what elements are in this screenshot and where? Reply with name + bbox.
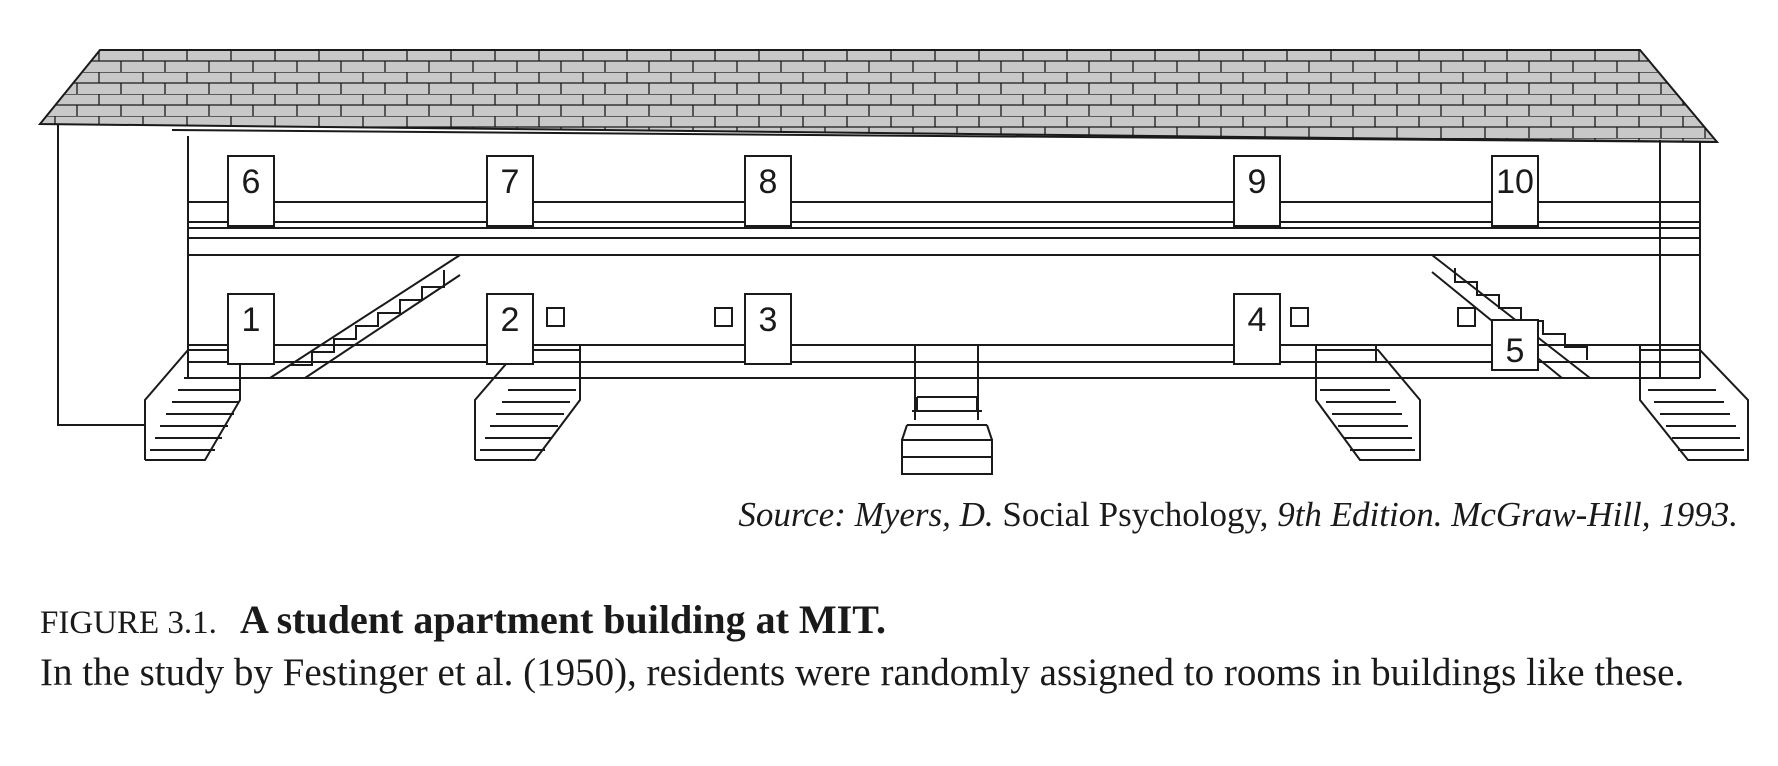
door-9: [1233, 155, 1281, 227]
exterior-stair-2: [474, 349, 581, 461]
upper-gallery-floor: [187, 227, 1701, 256]
door-6: [227, 155, 275, 227]
door-number-5: 5: [1506, 332, 1525, 370]
window: [1290, 307, 1309, 327]
source-edition: 9th Edition. McGraw-Hill, 1993.: [1277, 495, 1738, 534]
figure-label: FIGURE 3.1.: [40, 605, 217, 641]
door-number-1: 1: [242, 301, 261, 339]
figure-title: A student apartment building at MIT.: [239, 597, 886, 642]
door-number-9: 9: [1248, 163, 1267, 201]
door-4: [1233, 293, 1281, 365]
figure-caption-heading: FIGURE 3.1. A student apartment building…: [40, 596, 886, 643]
window: [1457, 307, 1476, 327]
door-10: [1491, 155, 1539, 227]
source-book-title: Social Psychology,: [1002, 495, 1269, 534]
door-number-7: 7: [501, 163, 520, 201]
window: [546, 307, 565, 327]
door-number-10: 10: [1496, 163, 1534, 201]
source-author: Source: Myers, D.: [738, 495, 994, 534]
door-7: [486, 155, 534, 227]
source-citation: Source: Myers, D. Social Psychology, 9th…: [738, 495, 1738, 535]
door-number-8: 8: [759, 163, 778, 201]
door-number-4: 4: [1248, 301, 1267, 339]
window: [714, 307, 733, 327]
exterior-stair-center: [901, 396, 993, 475]
exterior-stair-1: [144, 349, 241, 461]
left-interior-staircase: [269, 254, 461, 379]
exterior-stair-4: [1315, 349, 1421, 461]
door-2: [486, 293, 534, 365]
door-number-6: 6: [242, 163, 261, 201]
door-number-2: 2: [501, 301, 520, 339]
door-1: [227, 293, 275, 365]
figure-caption-body: In the study by Festinger et al. (1950),…: [40, 651, 1685, 694]
roof: [37, 49, 1720, 144]
apartment-building-diagram: 6 7 8 9 10 1 2 3 4 5: [37, 49, 1749, 475]
door-number-3: 3: [759, 301, 778, 339]
exterior-stair-5: [1639, 349, 1749, 461]
door-5: [1491, 319, 1539, 371]
door-3: [744, 293, 792, 365]
door-8: [744, 155, 792, 227]
left-annex-wall: [57, 124, 145, 426]
